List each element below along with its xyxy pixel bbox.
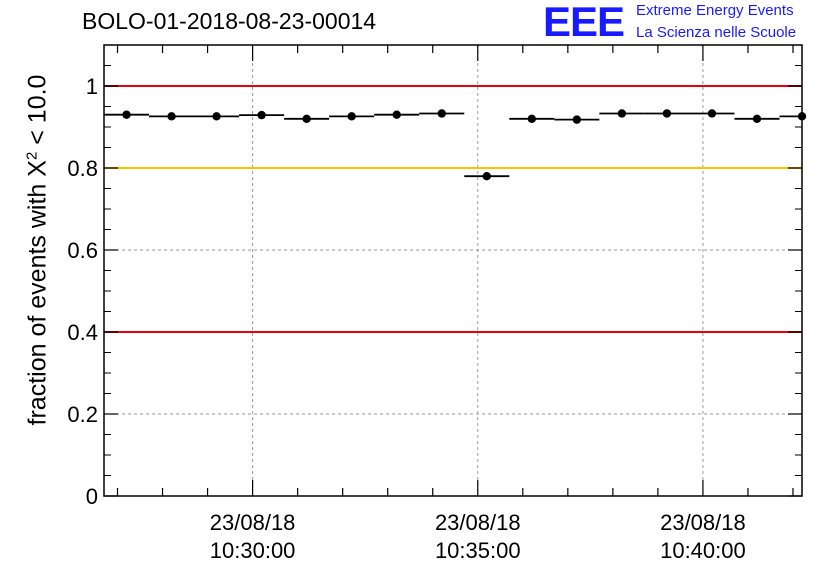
data-point	[167, 112, 176, 121]
x-tick-date-label: 23/08/18	[435, 510, 521, 535]
data-point	[617, 109, 627, 118]
data-point	[392, 110, 401, 119]
y-tick-label: 0.8	[67, 156, 98, 181]
x-tick-date-label: 23/08/18	[660, 510, 746, 535]
x-tick-time-label: 10:30:00	[210, 538, 296, 563]
data-point	[797, 112, 807, 121]
data-point	[707, 109, 717, 118]
threshold-layer	[104, 85, 802, 333]
logo-line-1: Extreme Energy Events	[636, 2, 794, 19]
data-point	[482, 172, 491, 181]
y-tick-label: 0	[86, 484, 98, 509]
tick-layer: 0 0.2 0.4 0.6 0.8 1 23/08/18 10:30:00 23/08/18 10…	[67, 45, 802, 563]
y-tick-label: 0.4	[67, 320, 98, 345]
y-tick-label: 1	[86, 74, 98, 99]
y-tick-label: 0.2	[67, 402, 98, 427]
logo-line-2: La Scienza nelle Scuole	[636, 24, 797, 41]
x-tick-time-label: 10:35:00	[435, 538, 521, 563]
eee-logo: EEE	[543, 0, 625, 45]
data-point	[347, 112, 356, 121]
data-point	[437, 109, 446, 118]
x-tick-date-label: 23/08/18	[210, 510, 296, 535]
point-layer	[104, 109, 807, 181]
chart-title: BOLO-01-2018-08-23-00014	[82, 8, 377, 34]
data-point	[752, 114, 762, 124]
data-point	[572, 115, 582, 124]
data-point	[257, 110, 266, 120]
data-point	[122, 110, 131, 119]
data-point	[212, 112, 221, 121]
x-tick-time-label: 10:40:00	[660, 538, 746, 563]
y-tick-label: 0.6	[67, 238, 98, 263]
data-point	[662, 109, 672, 118]
data-point	[527, 114, 537, 124]
data-point	[302, 114, 311, 124]
